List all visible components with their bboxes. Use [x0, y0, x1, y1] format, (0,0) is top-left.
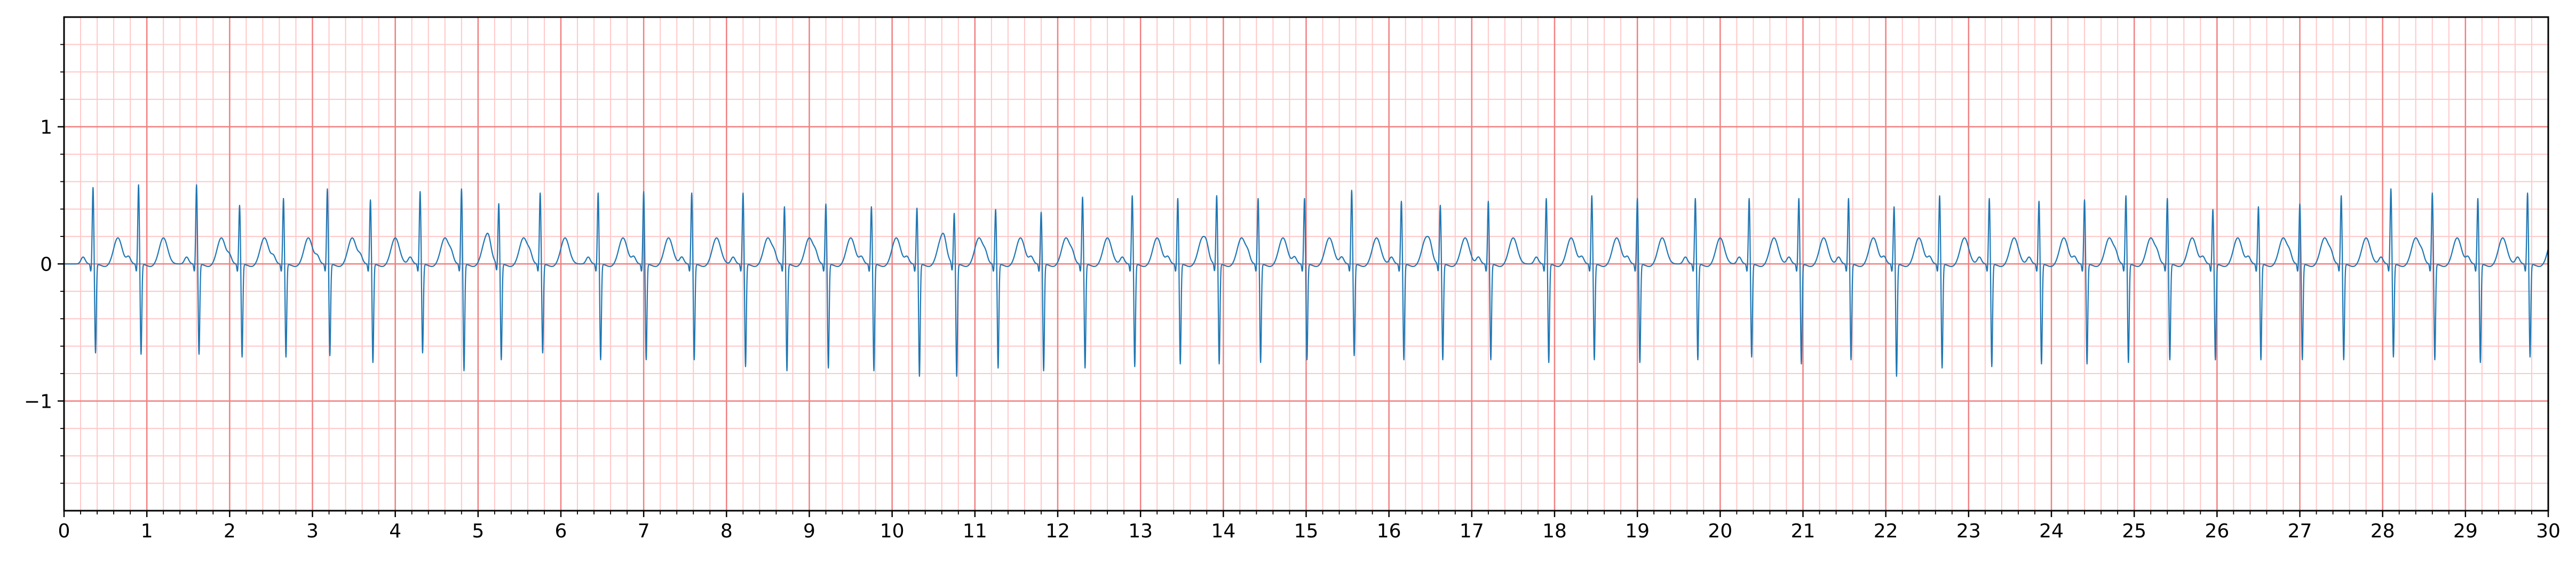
x-tick-label: 30 [2536, 520, 2561, 542]
x-tick-label: 17 [1460, 520, 1484, 542]
ecg-trace-layer [64, 184, 2549, 377]
y-tick-label: 1 [40, 117, 52, 139]
x-tick-label: 24 [2039, 520, 2064, 542]
x-tick-label: 23 [1956, 520, 1981, 542]
x-tick-label: 15 [1294, 520, 1319, 542]
x-tick-label: 4 [389, 520, 401, 542]
x-tick-label: 25 [2122, 520, 2146, 542]
x-tick-label: 1 [141, 520, 153, 542]
x-tick-label: 27 [2288, 520, 2312, 542]
y-tick-label: 0 [40, 254, 52, 276]
x-tick-label: 29 [2453, 520, 2478, 542]
x-tick-label: 28 [2371, 520, 2395, 542]
axis-ticks [58, 44, 2549, 517]
x-tick-label: 9 [803, 520, 815, 542]
x-tick-label: 20 [1708, 520, 1732, 542]
x-tick-labels: 0 1 2 3 4 5 6 7 8 9 10 11 12 13 14 15 16 17 18 19 20 21 22 23 24… [58, 520, 2561, 542]
x-tick-label: 8 [720, 520, 733, 542]
y-tick-labels: −1 0 1 [24, 117, 52, 413]
x-tick-label: 19 [1625, 520, 1650, 542]
x-tick-label: 14 [1211, 520, 1235, 542]
x-tick-label: 6 [555, 520, 567, 542]
x-tick-label: 0 [58, 520, 70, 542]
x-tick-label: 22 [1874, 520, 1898, 542]
x-tick-label: 7 [638, 520, 650, 542]
y-tick-label: −1 [24, 391, 52, 413]
x-tick-label: 13 [1128, 520, 1153, 542]
x-tick-label: 2 [224, 520, 236, 542]
x-tick-label: 11 [963, 520, 987, 542]
x-tick-label: 16 [1377, 520, 1401, 542]
x-tick-label: 3 [306, 520, 319, 542]
x-tick-label: 10 [880, 520, 905, 542]
ecg-trace-line [64, 184, 2549, 377]
x-tick-label: 26 [2205, 520, 2229, 542]
x-tick-label: 18 [1542, 520, 1567, 542]
x-tick-label: 12 [1045, 520, 1070, 542]
x-tick-label: 5 [472, 520, 484, 542]
x-tick-label: 21 [1791, 520, 1816, 542]
